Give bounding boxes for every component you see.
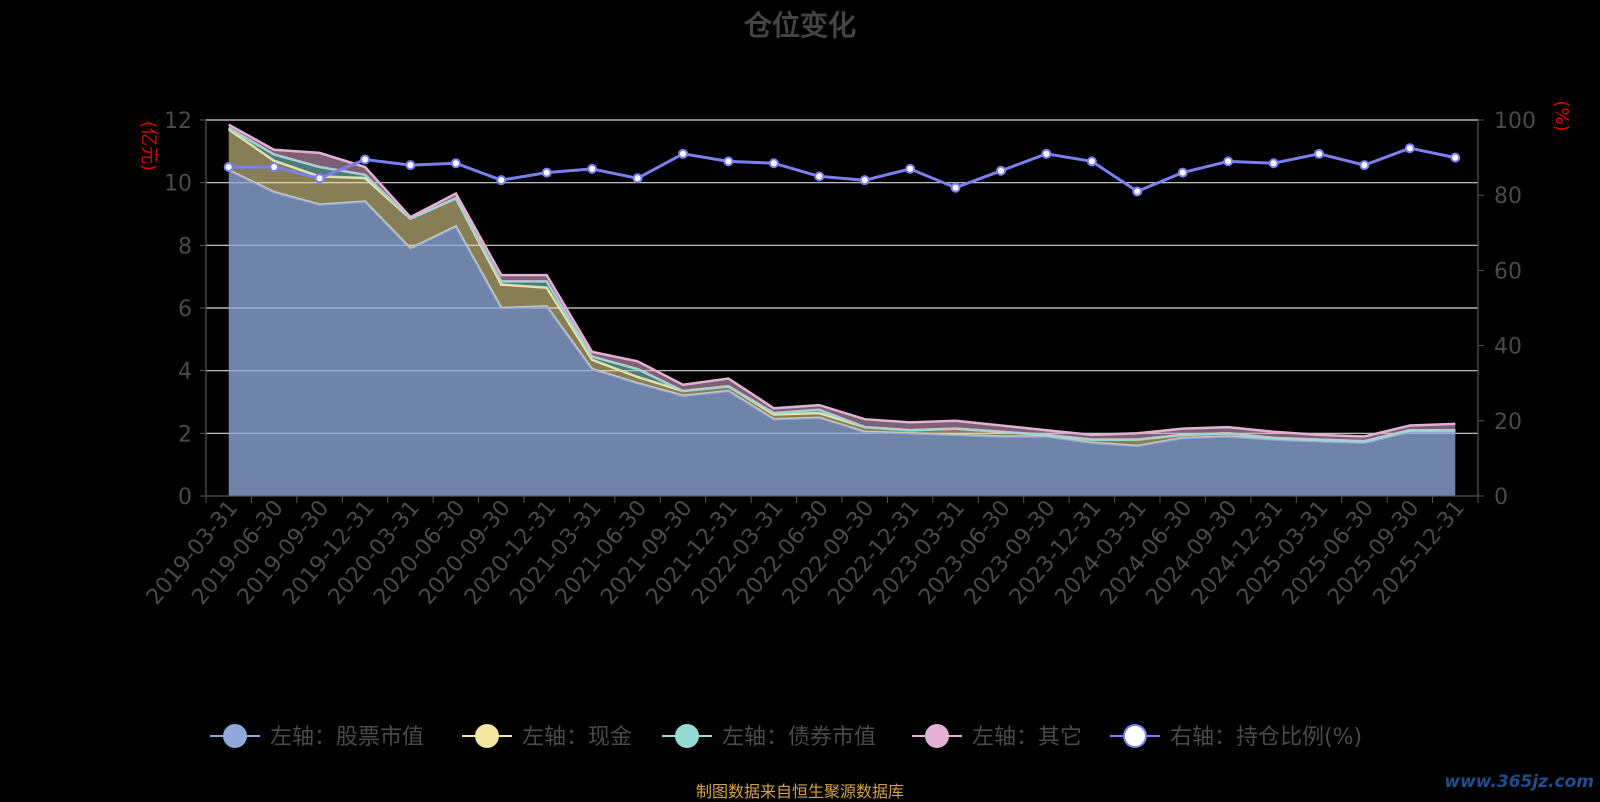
legend-label: 左轴：债券市值 <box>722 725 876 750</box>
ratio-point <box>1177 167 1188 178</box>
ratio-point <box>450 158 461 169</box>
ratio-point <box>314 173 325 184</box>
ratio-point <box>678 148 688 159</box>
area-edge-4 <box>228 123 1456 438</box>
y-right-tick-label: 40 <box>1494 335 1522 360</box>
legend: 左轴：股票市值 左轴：现金 左轴：债券市值 左轴：其它 右轴：持仓比例(%) <box>210 724 1362 750</box>
y-right-tick-label: 20 <box>1494 410 1522 435</box>
ratio-point <box>405 160 416 171</box>
legend-label: 左轴：股票市值 <box>270 725 424 750</box>
ratio-point <box>859 175 870 186</box>
ratio-point <box>1132 186 1143 197</box>
legend-label: 右轴：持仓比例(%) <box>1170 725 1362 750</box>
ratio-point <box>814 171 825 182</box>
ratio-point <box>496 175 507 186</box>
legend-swatch-marker <box>925 724 949 748</box>
ratio-point <box>269 162 280 172</box>
ratio-point <box>1041 148 1052 159</box>
ratio-point <box>587 163 598 174</box>
ratio-point <box>632 173 643 184</box>
y-left-tick-label: 6 <box>178 297 192 322</box>
ratio-point <box>1223 156 1234 167</box>
legend-label: 左轴：其它 <box>972 725 1082 750</box>
ratio-point <box>950 182 961 193</box>
ratio-point <box>1359 160 1370 171</box>
legend-swatch-marker <box>675 724 699 748</box>
ratio-point <box>360 154 370 165</box>
legend-swatch-marker <box>475 724 499 748</box>
ratio-point <box>996 165 1006 176</box>
chart-title: 仓位变化 <box>743 9 856 42</box>
y-left-tick-label: 4 <box>178 360 192 385</box>
source-note: 制图数据来自恒生聚源数据库 <box>695 782 904 801</box>
ratio-point <box>1268 158 1279 169</box>
y-left-tick-label: 2 <box>178 422 192 447</box>
y-left-tick-label: 8 <box>178 234 192 259</box>
stacked-areas <box>227 123 1456 496</box>
ratio-point <box>1450 152 1461 163</box>
y-left-tick-label: 10 <box>164 172 192 197</box>
y-right-tick-label: 0 <box>1494 485 1508 510</box>
ratio-point <box>905 163 916 174</box>
ratio-line-path <box>228 146 1456 194</box>
y-left-axis-title: (亿元) <box>138 121 159 171</box>
ratio-point <box>768 158 779 169</box>
y-right-tick-label: 80 <box>1494 184 1522 209</box>
area-1 <box>228 170 1456 496</box>
watermark: www.365jz.com <box>1444 772 1594 792</box>
y-left-tick-label: 0 <box>178 485 192 510</box>
y-right-axis-title: (%) <box>1551 100 1572 131</box>
legend-swatch-marker <box>223 724 247 748</box>
ratio-point <box>541 167 552 178</box>
legend-label: 左轴：现金 <box>522 725 632 750</box>
ratio-point <box>723 156 734 167</box>
ratio-line <box>223 143 1461 197</box>
y-right-tick-label: 100 <box>1494 109 1536 134</box>
ratio-point <box>1404 143 1415 154</box>
legend-swatch-marker <box>1123 724 1147 748</box>
y-left-tick-label: 12 <box>164 109 192 134</box>
ratio-point <box>223 162 234 172</box>
ratio-point <box>1086 156 1097 167</box>
y-right-tick-label: 60 <box>1494 259 1522 284</box>
ratio-point <box>1314 148 1324 159</box>
